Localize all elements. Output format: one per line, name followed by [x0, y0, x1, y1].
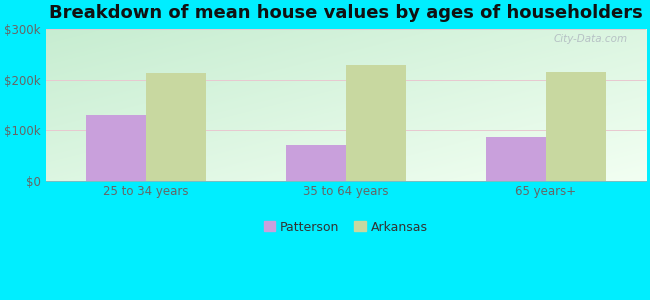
Bar	[86, 115, 146, 181]
Title: Breakdown of mean house values by ages of householders: Breakdown of mean house values by ages o…	[49, 4, 643, 22]
Bar	[146, 73, 205, 181]
Text: City-Data.com: City-Data.com	[554, 34, 628, 44]
Legend: Patterson, Arkansas: Patterson, Arkansas	[259, 216, 433, 238]
Bar	[486, 136, 546, 181]
Bar	[346, 65, 406, 181]
Bar	[546, 72, 606, 181]
Bar	[286, 145, 346, 181]
